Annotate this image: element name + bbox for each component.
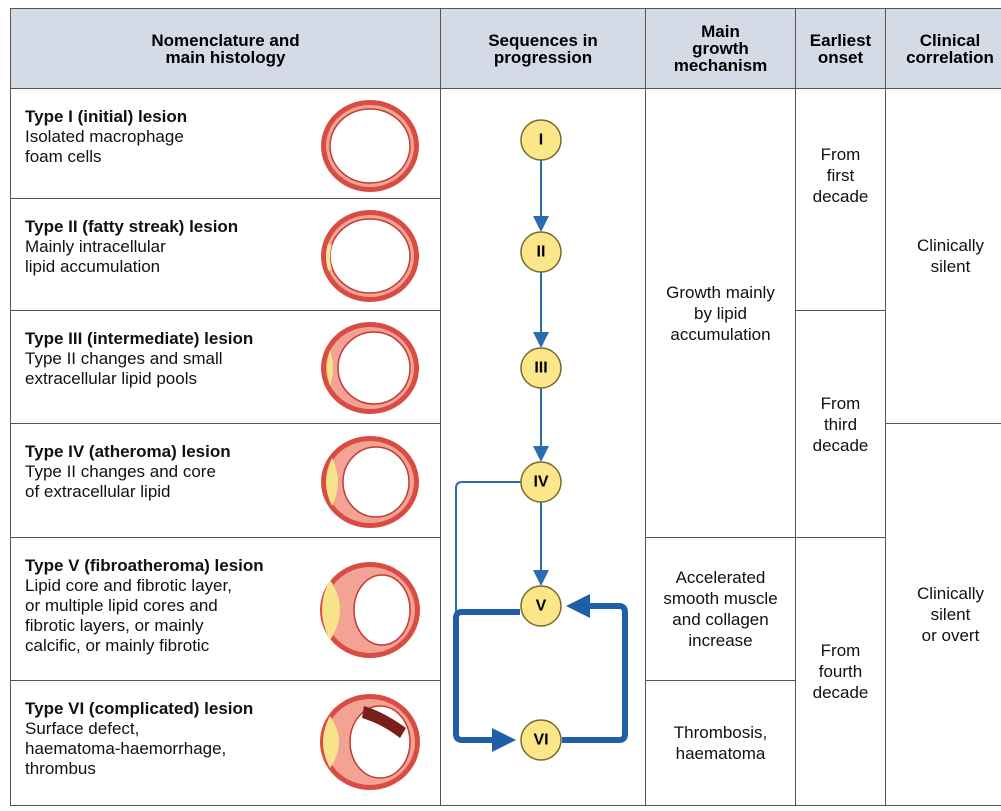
progression-arrows (455, 160, 549, 612)
lesion-title: Type IV (atheroma) lesion (25, 442, 231, 461)
stage-label: IV (533, 474, 548, 491)
header-cell: Sequences in progression (440, 8, 645, 88)
lesion-title: Type I (initial) lesion (25, 107, 188, 126)
mechanism-cell: Thrombosis, haematoma (645, 680, 795, 806)
header-cell: Main growth mechanism (645, 8, 795, 88)
header-cell: Earliest onset (795, 8, 885, 88)
lesion-description: Lipid core and fibrotic layer, or multip… (25, 576, 232, 655)
lesion-description: Type II changes and small extracellular … (25, 349, 223, 388)
lesion-title: Type III (intermediate) lesion (25, 329, 254, 348)
lesion-title: Type VI (complicated) lesion (25, 699, 254, 718)
mechanism-cell: Growth mainly by lipid accumulation (645, 88, 795, 537)
stage-label: III (534, 360, 547, 377)
stage-label: V (536, 598, 547, 615)
progression-nodes: I II III IV V VI (520, 119, 562, 761)
onset-cell: From first decade (795, 88, 885, 310)
stage-label: II (537, 244, 546, 261)
lesion-description: Surface defect, haematoma-haemorrhage, t… (25, 719, 227, 778)
lesion-cell: Type III (intermediate) lesion Type II ch… (10, 310, 440, 423)
stage-label: I (539, 132, 543, 149)
lesion-illustrations (320, 100, 420, 790)
complication-loop (453, 594, 628, 752)
header-cell: Nomenclature and main histology (10, 8, 440, 88)
lesion-cell: Type II (fatty streak) lesion Mainly intr… (10, 198, 440, 310)
header-cell: Clinical correlation (885, 8, 1001, 88)
progression-cell (440, 88, 645, 806)
clinical-cell: Clinically silent or overt (885, 423, 1001, 806)
lesion-title: Type II (fatty streak) lesion (25, 217, 239, 236)
lesion-cell: Type V (fibroatheroma) lesion Lipid core … (10, 537, 440, 680)
clinical-cell: Clinically silent (885, 88, 1001, 423)
lesion-description: Mainly intracellular lipid accumulation (25, 237, 166, 276)
lesion-description: Isolated macrophage foam cells (25, 127, 184, 166)
onset-cell: From fourth decade (795, 537, 885, 806)
lesion-cell: Type IV (atheroma) lesion Type II changes… (10, 423, 440, 537)
onset-cell: From third decade (795, 310, 885, 537)
lesion-description: Type II changes and core of extracellula… (25, 462, 216, 501)
lesion-cell: Type VI (complicated) lesion Surface defe… (10, 680, 440, 806)
lesion-cell: Type I (initial) lesion Isolated macropha… (10, 88, 440, 198)
lesion-title: Type V (fibroatheroma) lesion (25, 556, 264, 575)
stage-label: VI (533, 732, 548, 749)
mechanism-cell: Accelerated smooth muscle and collagen i… (645, 537, 795, 680)
